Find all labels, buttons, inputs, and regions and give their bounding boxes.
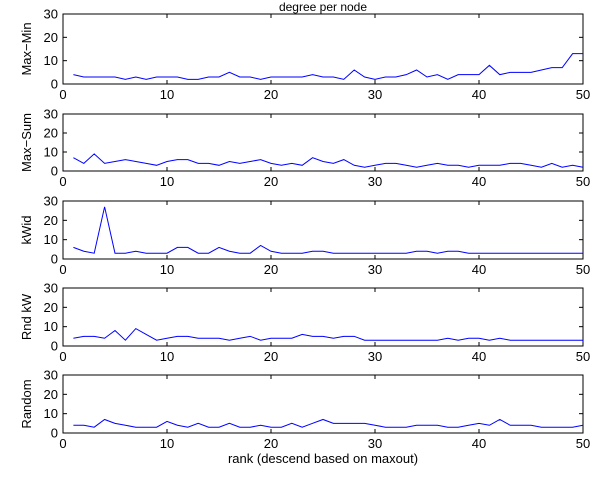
panel-4-xtick-label: 0	[59, 349, 66, 364]
panel-4-xtick-label: 30	[368, 349, 382, 364]
panel-2-ytick-label: 10	[44, 145, 58, 160]
panel-5-xtick-label: 30	[368, 436, 382, 451]
panel-4-ylabel: Rnd kW	[19, 293, 34, 340]
panel-1-xtick-label: 20	[264, 87, 278, 102]
panel-3-ytick-label: 10	[44, 232, 58, 247]
panel-3-xtick-label: 20	[264, 262, 278, 277]
panel-5-xtick-label: 20	[264, 436, 278, 451]
panel-2-xtick-label: 10	[160, 174, 174, 189]
panel-2-ylabel: Max−Sum	[19, 113, 34, 172]
panel-5-ytick-label: 30	[44, 368, 58, 383]
panel-3-axes-box	[62, 200, 584, 260]
panel-3-xtick-label: 40	[472, 262, 486, 277]
panel-4-ytick-label: 30	[44, 281, 58, 296]
panel-5-xlabel: rank (descend based on maxout)	[228, 451, 418, 466]
panel-5-xtick-label: 10	[160, 436, 174, 451]
panel-1-ytick-label: 0	[51, 77, 58, 92]
panel-3-xtick-label: 30	[368, 262, 382, 277]
panel-1-xtick-label: 0	[59, 87, 66, 102]
panel-5-series-line	[73, 418, 584, 428]
panel-5-xtick-label: 0	[59, 436, 66, 451]
panel-4-xtick-label: 50	[576, 349, 590, 364]
panel-4-ytick-label: 0	[51, 339, 58, 354]
panel-4-ytick-label: 10	[44, 319, 58, 334]
panel-2-ytick-label: 30	[44, 107, 58, 122]
panel-5-xtick-label: 40	[472, 436, 486, 451]
panel-4-xtick-label: 10	[160, 349, 174, 364]
panel-1-xtick-label: 40	[472, 87, 486, 102]
panel-3-xtick-label: 0	[59, 262, 66, 277]
panel-1-ylabel: Max−Min	[19, 22, 34, 75]
panel-3-ytick-label: 20	[44, 213, 58, 228]
panel-2-ytick-label: 20	[44, 126, 58, 141]
panel-3-ytick-label: 0	[51, 252, 58, 267]
panel-3-xtick-label: 50	[576, 262, 590, 277]
panel-1-ytick-label: 30	[44, 7, 58, 22]
panel-2-xtick-label: 40	[472, 174, 486, 189]
panel-1-ytick-label: 20	[44, 30, 58, 45]
panel-1-ytick-label: 10	[44, 53, 58, 68]
panel-1-axes-box	[62, 13, 584, 85]
panel-4-series-line	[73, 327, 583, 341]
panel-4-ytick-label: 20	[44, 300, 58, 315]
panel-2-xtick-label: 20	[264, 174, 278, 189]
panel-3-series-line	[73, 206, 583, 254]
panel-5-ytick-label: 10	[44, 406, 58, 421]
panel-5-ylabel: Random	[19, 379, 34, 428]
panel-1-xtick-label: 30	[368, 87, 382, 102]
panel-4-axes-box	[62, 287, 584, 347]
panel-2-xtick-label: 30	[368, 174, 382, 189]
panel-1-series-line	[73, 53, 583, 80]
panel-2-ytick-label: 0	[51, 164, 58, 179]
panel-3-xtick-label: 10	[160, 262, 174, 277]
panel-2-xtick-label: 0	[59, 174, 66, 189]
panel-3-ytick-label: 30	[44, 194, 58, 209]
panel-2-xtick-label: 50	[576, 174, 590, 189]
panel-5-ytick-label: 20	[44, 387, 58, 402]
panel-1-title: degree per node	[279, 0, 367, 14]
panel-2-series-line	[73, 153, 584, 168]
panel-5-axes-box	[62, 374, 584, 434]
panel-3-ylabel: kWid	[19, 216, 34, 245]
panel-5-xtick-label: 50	[576, 436, 590, 451]
panel-4-xtick-label: 20	[264, 349, 278, 364]
panel-1-xtick-label: 10	[160, 87, 174, 102]
panel-5-ytick-label: 0	[51, 426, 58, 441]
panel-1-xtick-label: 50	[576, 87, 590, 102]
panel-4-xtick-label: 40	[472, 349, 486, 364]
